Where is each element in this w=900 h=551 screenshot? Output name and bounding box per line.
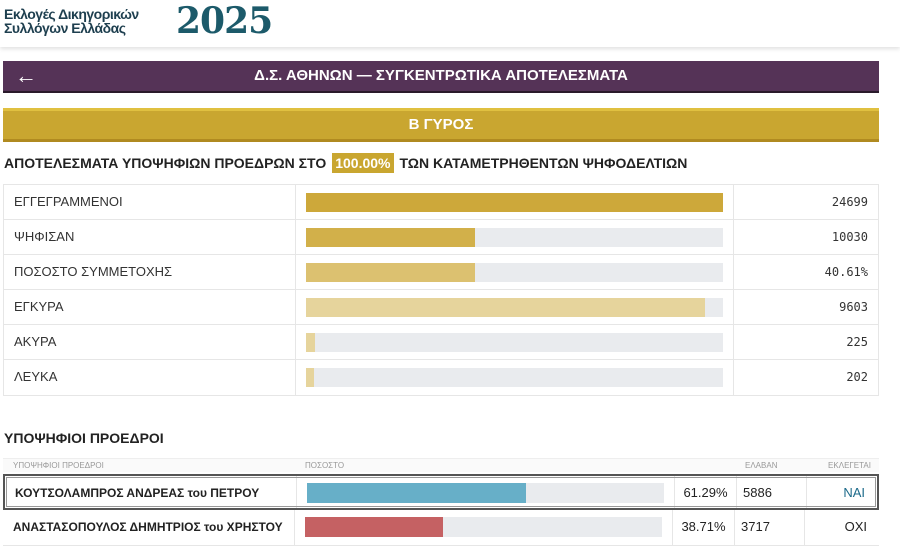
- page-title: Δ.Σ. ΑΘΗΝΩΝ — ΣΥΓΚΕΝΤΡΩΤΙΚΑ ΑΠΟΤΕΛΕΣΜΑΤΑ: [254, 67, 628, 84]
- col-name: ΥΠΟΨΗΦΙΟΙ ΠΡΟΕΔΡΟΙ: [13, 461, 104, 470]
- candidates-heading: ΥΠΟΨΗΦΙΟΙ ΠΡΟΕΔΡΟΙ: [4, 430, 164, 446]
- title-bar: ← Δ.Σ. ΑΘΗΝΩΝ — ΣΥΓΚΕΝΤΡΩΤΙΚΑ ΑΠΟΤΕΛΕΣΜΑ…: [3, 61, 879, 93]
- stat-value: 9603: [839, 300, 868, 314]
- stat-label: ΕΓΚΥΡΑ: [4, 290, 296, 324]
- candidate-bar: [307, 483, 664, 503]
- stat-bar: [306, 368, 723, 387]
- stat-bar: [306, 263, 723, 282]
- stat-value: 40.61%: [824, 265, 868, 279]
- col-elected: ΕΚΛΕΓΕΤΑΙ: [828, 461, 871, 470]
- stat-row: ΕΓΓΕΓΡΑΜΜΕΝΟΙ 24699: [4, 185, 878, 220]
- logo-line1: Εκλογές Δικηγορικών: [4, 6, 139, 22]
- candidate-percent: 61.29%: [675, 476, 737, 508]
- logo-line2: Συλλόγων Ελλάδας: [4, 20, 126, 36]
- candidates-header-row: ΥΠΟΨΗΦΙΟΙ ΠΡΟΕΔΡΟΙ ΠΟΣΟΣΤΟ ΕΛΑΒΑΝ ΕΚΛΕΓΕ…: [3, 458, 879, 472]
- results-heading: ΑΠΟΤΕΛΕΣΜΑΤΑ ΥΠΟΨΗΦΙΩΝ ΠΡΟΕΔΡΩΝ ΣΤΟ 100.0…: [4, 153, 688, 173]
- stat-bar-fill: [306, 333, 316, 352]
- stat-value: 202: [846, 370, 868, 384]
- stat-label: ΛΕΥΚΑ: [4, 360, 296, 395]
- candidate-votes: 3717: [735, 510, 805, 545]
- stat-row: ΛΕΥΚΑ 202: [4, 360, 878, 395]
- stat-bar: [306, 228, 723, 247]
- site-header: Εκλογές Δικηγορικών Συλλόγων Ελλάδας 2025: [0, 0, 900, 47]
- stat-value: 10030: [831, 230, 868, 244]
- stat-bar: [306, 298, 723, 317]
- stat-label: ΨΗΦΙΣΑΝ: [4, 220, 296, 254]
- stat-value: 24699: [831, 195, 868, 209]
- candidate-row[interactable]: ΚΟΥΤΣΟΛΑΜΠΡΟΣ ΑΝΔΡΕΑΣ του ΠΕΤΡΟΥ 61.29% …: [3, 474, 879, 510]
- stat-row: ΑΚΥΡΑ 225: [4, 325, 878, 360]
- col-percent: ΠΟΣΟΣΤΟ: [305, 461, 345, 470]
- candidates-table: ΥΠΟΨΗΦΙΟΙ ΠΡΟΕΔΡΟΙ ΠΟΣΟΣΤΟ ΕΛΑΒΑΝ ΕΚΛΕΓΕ…: [3, 458, 879, 546]
- candidate-elected: ΝΑΙ: [843, 485, 865, 500]
- stat-bar-fill: [306, 263, 476, 282]
- stat-bar: [306, 193, 723, 212]
- stat-value: 225: [846, 335, 868, 349]
- logo-text[interactable]: Εκλογές Δικηγορικών Συλλόγων Ελλάδας: [4, 7, 139, 35]
- candidate-votes: 5886: [737, 476, 807, 508]
- stat-row: ΨΗΦΙΣΑΝ 10030: [4, 220, 878, 255]
- stat-bar: [306, 333, 723, 352]
- candidate-elected: ΟΧΙ: [844, 519, 867, 534]
- stat-bar-fill: [306, 193, 723, 212]
- stat-row: ΕΓΚΥΡΑ 9603: [4, 290, 878, 325]
- candidate-name: ΚΟΥΤΣΟΛΑΜΠΡΟΣ ΑΝΔΡΕΑΣ του ΠΕΤΡΟΥ: [5, 476, 297, 508]
- stat-row: ΠΟΣΟΣΤΟ ΣΥΜΜΕΤΟΧΗΣ 40.61%: [4, 255, 878, 290]
- counted-percent-badge: 100.00%: [332, 153, 394, 173]
- candidate-row[interactable]: ΑΝΑΣΤΑΣΟΠΟΥΛΟΣ ΔΗΜΗΤΡΙΟΣ του ΧΡΗΣΤΟΥ 38.…: [3, 510, 879, 546]
- col-votes: ΕΛΑΒΑΝ: [745, 461, 778, 470]
- stat-label: ΕΓΓΕΓΡΑΜΜΕΝΟΙ: [4, 185, 296, 219]
- stat-label: ΑΚΥΡΑ: [4, 325, 296, 359]
- candidate-name: ΑΝΑΣΤΑΣΟΠΟΥΛΟΣ ΔΗΜΗΤΡΙΟΣ του ΧΡΗΣΤΟΥ: [3, 510, 295, 545]
- results-heading-before: ΑΠΟΤΕΛΕΣΜΑΤΑ ΥΠΟΨΗΦΙΩΝ ΠΡΟΕΔΡΩΝ ΣΤΟ: [4, 155, 327, 171]
- stat-label: ΠΟΣΟΣΤΟ ΣΥΜΜΕΤΟΧΗΣ: [4, 255, 296, 289]
- candidate-bar-fill: [305, 517, 444, 537]
- stat-bar-fill: [306, 368, 315, 387]
- candidate-bar-fill: [307, 483, 526, 503]
- logo-year: 2025: [176, 0, 273, 42]
- stat-bar-fill: [306, 228, 476, 247]
- candidate-percent: 38.71%: [673, 510, 735, 545]
- stats-table: ΕΓΓΕΓΡΑΜΜΕΝΟΙ 24699 ΨΗΦΙΣΑΝ 10030 ΠΟΣΟΣΤ…: [3, 184, 879, 396]
- results-heading-after: ΤΩΝ ΚΑΤΑΜΕΤΡΗΘΕΝΤΩΝ ΨΗΦΟΔΕΛΤΙΩΝ: [399, 155, 688, 171]
- arrow-left-icon[interactable]: ←: [15, 63, 37, 88]
- stat-bar-fill: [306, 298, 706, 317]
- candidate-bar: [305, 517, 662, 537]
- round-banner: Β ΓΥΡΟΣ: [3, 108, 879, 142]
